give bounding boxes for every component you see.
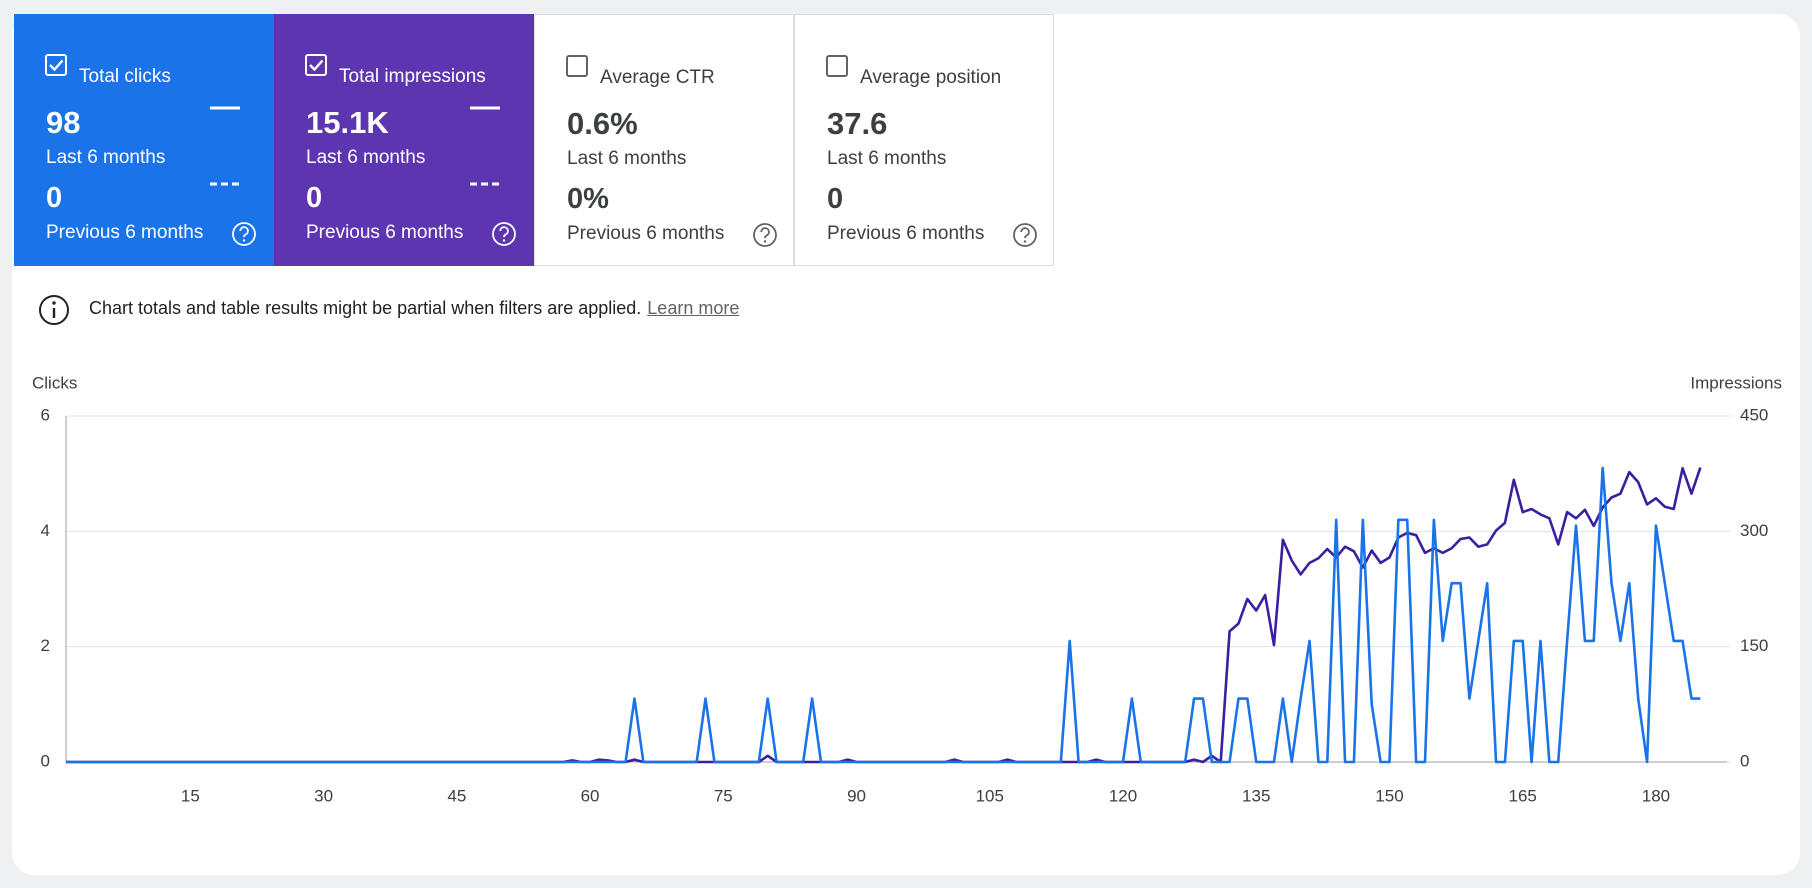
y2-tick-label: 0	[1740, 751, 1749, 770]
card-icons	[826, 55, 1037, 247]
notice-text: Chart totals and table results might be …	[89, 298, 642, 318]
x-tick-label: 135	[1242, 786, 1270, 805]
y2-tick-label: 450	[1740, 405, 1768, 424]
x-tick-label: 165	[1509, 786, 1537, 805]
metric-card[interactable]: Average position 37.6 Last 6 months 0 Previo…	[794, 14, 1054, 266]
x-tick-label: 15	[181, 786, 200, 805]
learn-more-link[interactable]: Learn more	[647, 298, 740, 318]
metric-previous-period: Previous 6 months	[46, 222, 204, 243]
metric-card[interactable]: Average CTR 0.6% Last 6 months 0% Previous 6…	[534, 14, 794, 266]
metric-previous-value: 0%	[567, 183, 609, 215]
x-tick-label: 75	[714, 786, 733, 805]
metric-previous-period: Previous 6 months	[306, 222, 464, 243]
metric-period: Last 6 months	[567, 148, 687, 169]
metric-value: 98	[46, 105, 81, 140]
metric-period: Last 6 months	[46, 147, 166, 168]
metric-value: 15.1K	[306, 105, 389, 140]
metric-label: Average position	[860, 67, 1002, 88]
card-icons	[45, 54, 256, 246]
card-icons	[566, 55, 777, 247]
metric-previous-period: Previous 6 months	[827, 223, 985, 244]
metric-previous-value: 0	[306, 182, 323, 214]
metric-card[interactable]: Total clicks 98 Last 6 months 0 Previous 6 m…	[14, 14, 274, 266]
notice: Chart totals and table results might be …	[89, 298, 739, 319]
y-tick-label: 4	[41, 521, 50, 540]
x-tick-label: 45	[447, 786, 466, 805]
y2-tick-label: 300	[1740, 521, 1768, 540]
metric-label: Total impressions	[339, 66, 486, 87]
x-tick-label: 90	[847, 786, 866, 805]
metric-label: Average CTR	[600, 67, 715, 88]
x-tick-label: 180	[1642, 786, 1670, 805]
info-icon	[39, 295, 69, 325]
x-tick-label: 60	[581, 786, 600, 805]
x-tick-label: 105	[976, 786, 1004, 805]
metric-previous-value: 0	[46, 182, 63, 214]
x-tick-label: 150	[1375, 786, 1403, 805]
metric-period: Last 6 months	[827, 148, 947, 169]
metric-previous-value: 0	[827, 183, 844, 215]
metric-value: 0.6%	[567, 106, 638, 141]
y-tick-label: 6	[41, 405, 50, 424]
card-icons	[305, 54, 516, 246]
metric-card[interactable]: Total impressions 15.1K Last 6 months 0 Prev…	[274, 14, 534, 266]
x-tick-label: 30	[314, 786, 333, 805]
y-axis-title: Clicks	[32, 373, 77, 392]
series-line	[66, 466, 1702, 764]
metric-value: 37.6	[827, 106, 888, 141]
metric-previous-period: Previous 6 months	[567, 223, 725, 244]
y2-tick-label: 150	[1740, 636, 1768, 655]
y-tick-label: 2	[41, 636, 50, 655]
y2-axis-title: Impressions	[1690, 373, 1782, 392]
y-tick-label: 0	[41, 751, 50, 770]
metric-period: Last 6 months	[306, 147, 426, 168]
x-tick-label: 120	[1109, 786, 1137, 805]
metric-label: Total clicks	[79, 66, 171, 87]
series-line	[66, 466, 1701, 764]
